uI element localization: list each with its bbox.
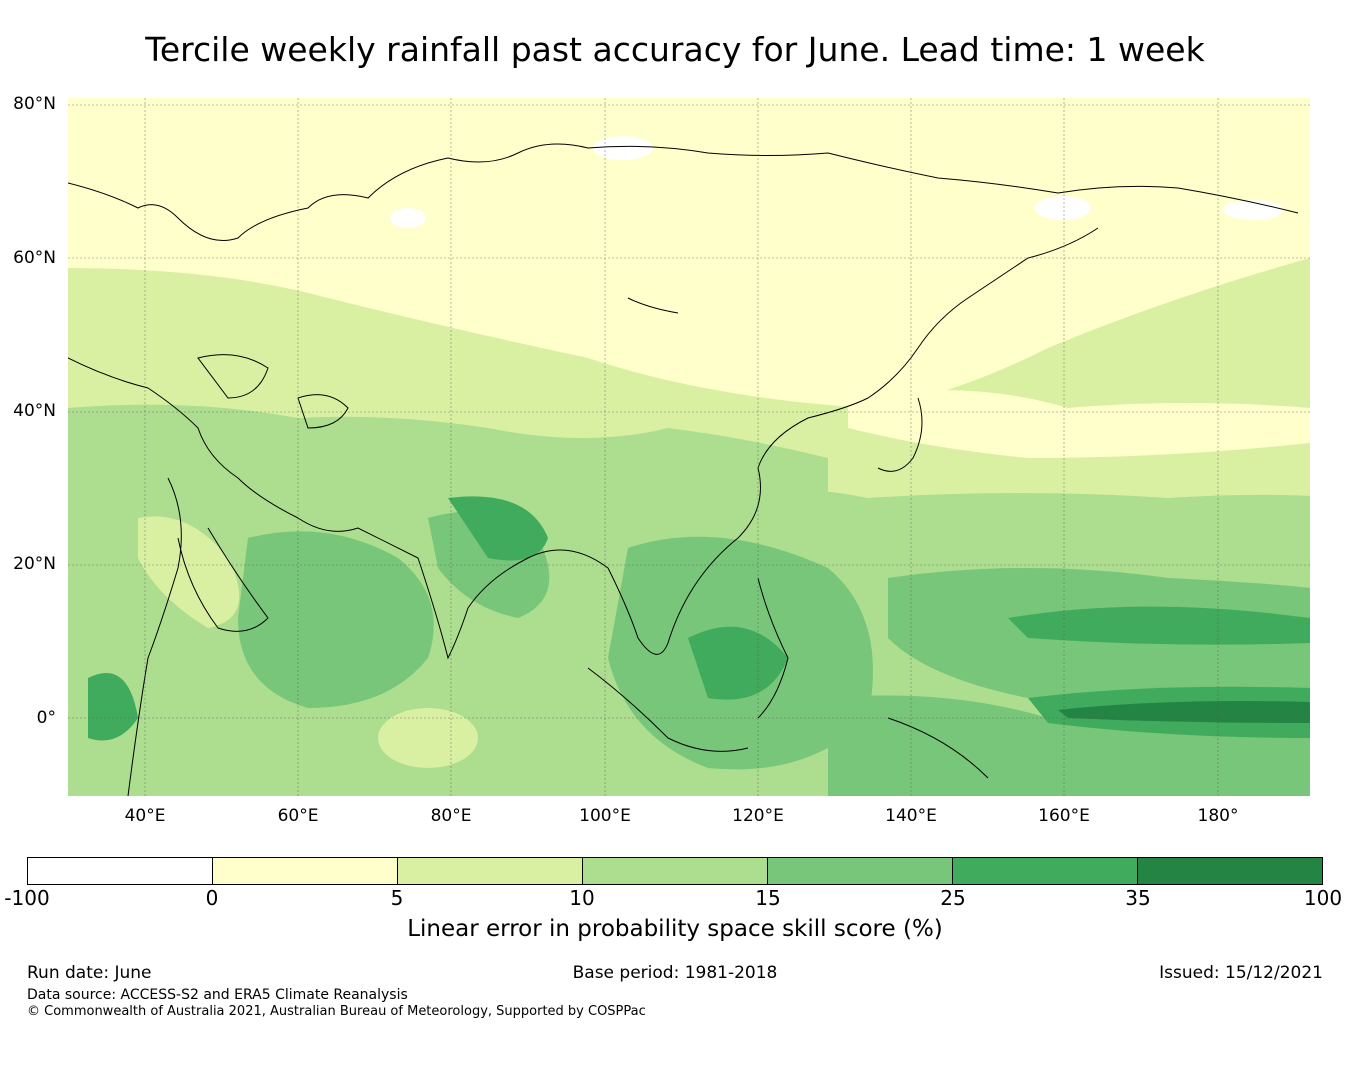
lat-label-0: 0° <box>36 708 56 728</box>
region-low-skill <box>68 98 1310 408</box>
issued-date: Issued: 15/12/2021 <box>1159 963 1323 983</box>
colorbar-segment <box>583 858 768 884</box>
region-no-skill <box>390 208 426 228</box>
region-low-skill <box>848 390 1310 458</box>
copyright: © Commonwealth of Australia 2021, Austra… <box>27 1004 646 1019</box>
skill-map-svg <box>68 98 1310 796</box>
base-period: Base period: 1981-2018 <box>572 963 778 983</box>
lat-label-80n: 80°N <box>13 94 56 114</box>
colorbar-label: Linear error in probability space skill … <box>407 916 943 942</box>
colorbar-tick: 0 <box>205 886 219 910</box>
region-good-skill <box>828 695 1310 796</box>
region-high-skill <box>1008 606 1310 645</box>
region-low-skill <box>378 708 478 768</box>
gridlines <box>68 98 1310 796</box>
region-high-skill <box>448 496 548 561</box>
colorbar-segment <box>28 858 213 884</box>
region-no-skill <box>1223 200 1283 220</box>
colorbar-segment <box>768 858 953 884</box>
colorbar-tick: 35 <box>1125 886 1151 910</box>
lon-label-160e: 160°E <box>1038 806 1090 826</box>
colorbar <box>27 857 1323 885</box>
skill-map <box>68 98 1310 796</box>
lon-label-100e: 100°E <box>579 806 631 826</box>
lat-label-20n: 20°N <box>13 554 56 574</box>
data-source: Data source: ACCESS-S2 and ERA5 Climate … <box>27 987 408 1003</box>
colorbar-tick: 10 <box>569 886 595 910</box>
colorbar-segment <box>213 858 398 884</box>
colorbar-segment <box>953 858 1138 884</box>
region-low-skill <box>138 516 240 628</box>
region-no-skill <box>1035 196 1091 220</box>
lon-label-140e: 140°E <box>885 806 937 826</box>
colorbar-tick: 100 <box>1303 886 1343 910</box>
lon-label-40e: 40°E <box>124 806 166 826</box>
lon-label-120e: 120°E <box>732 806 784 826</box>
colorbar-tick: -100 <box>4 886 50 910</box>
region-very-high-skill <box>1058 701 1310 723</box>
region-good-skill <box>238 531 434 708</box>
colorbar-segment <box>1138 858 1322 884</box>
colorbar-tick: 15 <box>755 886 781 910</box>
run-date: Run date: June <box>27 963 152 983</box>
lon-label-80e: 80°E <box>430 806 472 826</box>
chart-title: Tercile weekly rainfall past accuracy fo… <box>145 30 1205 69</box>
lat-label-60n: 60°N <box>13 248 56 268</box>
region-high-skill <box>688 626 788 700</box>
colorbar-tick: 25 <box>940 886 966 910</box>
colorbar-segment <box>398 858 583 884</box>
region-high-skill <box>88 673 138 741</box>
lon-label-180: 180° <box>1197 806 1239 826</box>
lon-label-60e: 60°E <box>277 806 319 826</box>
lat-label-40n: 40°N <box>13 401 56 421</box>
region-no-skill <box>593 136 653 160</box>
coastlines <box>68 143 1299 796</box>
colorbar-tick: 5 <box>390 886 404 910</box>
